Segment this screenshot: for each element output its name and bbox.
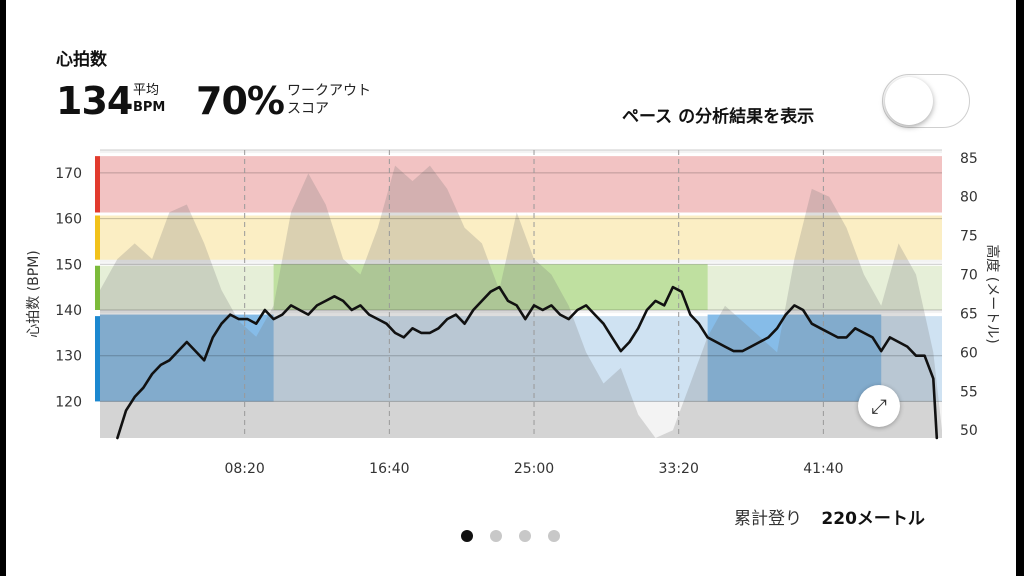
workout-score-label: ワークアウト スコア <box>287 82 371 118</box>
right-bezel <box>1016 0 1024 576</box>
zone-band-zone5 <box>100 154 942 214</box>
expand-icon[interactable]: ⤢ <box>858 385 900 427</box>
y-tick-label: 160 <box>55 212 82 228</box>
zone-bar-zone4 <box>95 214 100 260</box>
avg-label: 平均 <box>133 83 160 98</box>
y-tick-label: 130 <box>55 349 82 365</box>
x-tick-label: 41:40 <box>803 461 843 477</box>
y-tick-label: 140 <box>55 303 82 319</box>
y2-tick-label: 70 <box>960 268 978 284</box>
zone-bands <box>95 150 942 438</box>
x-tick-label: 25:00 <box>514 461 554 477</box>
page-title: 心拍数 <box>56 50 107 70</box>
total-ascent: 累計登り 220メートル <box>734 504 925 529</box>
avg-bpm-value: 134 <box>56 79 133 123</box>
time-in-zone-2 <box>707 314 882 402</box>
zone-bar-zone3 <box>95 264 100 310</box>
zone-band-zone4 <box>100 214 942 260</box>
ascent-label: 累計登り <box>734 509 802 529</box>
y-tick-label: 120 <box>55 394 82 410</box>
pace-toggle-label: ペース の分析結果を表示 <box>622 107 815 127</box>
y2-tick-label: 65 <box>960 306 978 322</box>
avg-bpm-label: 平均 BPM <box>133 82 165 116</box>
page-dot-1[interactable] <box>461 530 473 542</box>
zone-bar-zone2 <box>95 314 100 402</box>
y-tick-label: 170 <box>55 166 82 182</box>
x-tick-label: 08:20 <box>224 461 264 477</box>
pace-toggle[interactable] <box>882 74 970 128</box>
y2-tick-label: 55 <box>960 384 978 400</box>
page-dot-4[interactable] <box>548 530 560 542</box>
zone-bar-zone5 <box>95 154 100 214</box>
y2-tick-label: 50 <box>960 423 978 439</box>
heart-rate-line <box>116 285 939 440</box>
bpm-unit: BPM <box>133 100 166 115</box>
toggle-knob <box>885 77 933 125</box>
score-label-line2: スコア <box>287 101 329 117</box>
page-dot-3[interactable] <box>519 530 531 542</box>
altitude-layer <box>100 165 942 438</box>
y2-axis-title: 高度 (メートル) <box>984 244 1001 343</box>
y2-tick-label: 75 <box>960 229 978 245</box>
page-dot-2[interactable] <box>490 530 502 542</box>
y2-tick-label: 60 <box>960 345 978 361</box>
heart-rate-layer <box>116 285 939 440</box>
workout-score-value: 70% <box>196 79 285 123</box>
y2-tick-label: 85 <box>960 151 978 167</box>
left-bezel <box>0 0 6 576</box>
y-tick-label: 150 <box>55 257 82 273</box>
x-tick-label: 16:40 <box>369 461 409 477</box>
page-indicator <box>461 530 560 542</box>
axes-layer: 120 130 140 150 160 170 50 55 60 65 70 75 80 85 08:20 1… <box>26 151 1001 477</box>
score-label-line1: ワークアウト <box>287 83 371 99</box>
ascent-value: 220メートル <box>821 509 925 529</box>
y-axis-title: 心拍数 (BPM) <box>26 250 42 338</box>
altitude-area <box>100 165 942 438</box>
x-tick-label: 33:20 <box>659 461 699 477</box>
y2-tick-label: 80 <box>960 190 978 206</box>
